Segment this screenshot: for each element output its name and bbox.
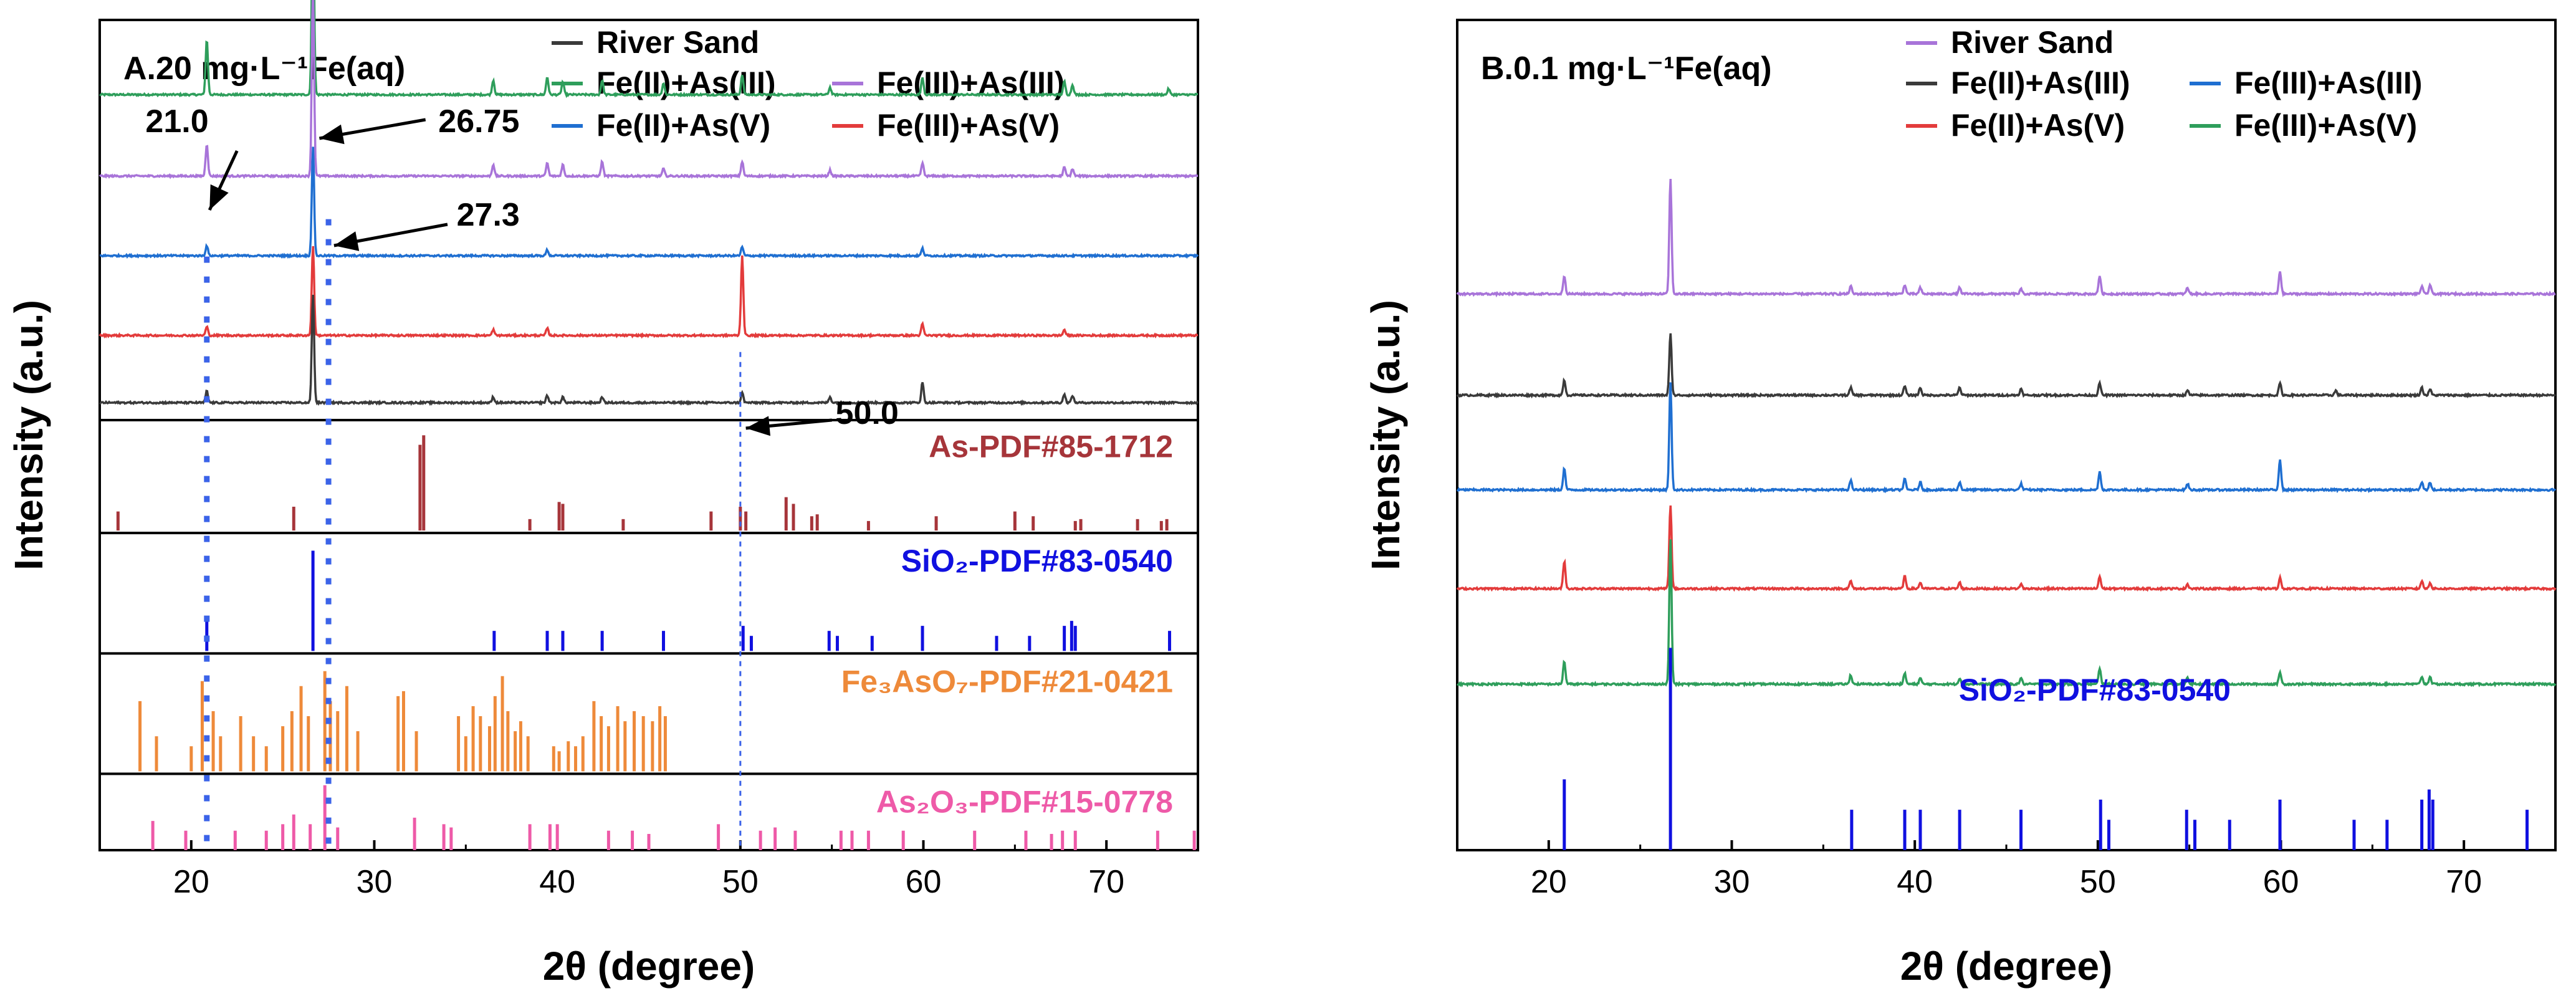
panel-a: 20 30 40 50 60 70 2θ (degree) Intensity (a.u.) A… xyxy=(6,0,1199,989)
peak-annotation: 26.75 xyxy=(438,103,519,140)
panel-title: B.0.1 mg·L⁻¹Fe(aq) xyxy=(1481,50,1772,87)
panel-b: 20 30 40 50 60 70 2θ (degree) Intensity (a.u.) B… xyxy=(1363,19,2557,989)
series-line xyxy=(1456,505,2557,592)
reference-label: SiO₂-PDF#83-0540 xyxy=(1959,673,2231,707)
peak-annotation: 27.3 xyxy=(457,197,520,233)
y-axis-title: Intensity (a.u.) xyxy=(6,300,51,570)
x-tick-label: 50 xyxy=(722,864,759,900)
legend-entry: Fe(II)+As(III) xyxy=(1951,65,2130,100)
plot-frame xyxy=(1456,19,2557,851)
x-tick-label: 20 xyxy=(1531,864,1567,900)
reference-label: SiO₂-PDF#83-0540 xyxy=(901,544,1173,578)
legend-entry: River Sand xyxy=(596,25,759,60)
reference-label: Fe₃AsO₇-PDF#21-0421 xyxy=(841,664,1173,699)
y-axis-title: Intensity (a.u.) xyxy=(1363,300,1408,570)
panel-title: A.20 mg·L⁻¹Fe(aq) xyxy=(123,50,405,87)
legend-entry: Fe(III)+As(V) xyxy=(877,108,1060,143)
x-tick-label: 60 xyxy=(906,864,942,900)
series-line xyxy=(1456,179,2556,298)
x-axis-title: 2θ (degree) xyxy=(1900,944,2112,989)
annotation-arrow-head xyxy=(745,416,770,436)
x-tick-label: 20 xyxy=(173,864,209,900)
x-tick-label: 70 xyxy=(1088,864,1124,900)
annotation-arrow-head xyxy=(333,231,360,251)
series-line xyxy=(1456,382,2557,494)
annotation-arrow-head xyxy=(209,184,229,210)
x-tick-label: 70 xyxy=(2446,864,2482,900)
reference-label: As₂O₃-PDF#15-0778 xyxy=(876,784,1173,819)
series-line xyxy=(98,246,1199,339)
peak-annotation: 21.0 xyxy=(145,103,208,140)
x-tick-label: 30 xyxy=(357,864,393,900)
legend-entry: Fe(II)+As(V) xyxy=(1951,108,2125,143)
legend-entry: River Sand xyxy=(1951,25,2114,60)
legend-entry: Fe(III)+As(III) xyxy=(2234,65,2422,100)
series-line xyxy=(98,0,1199,180)
x-tick-label: 60 xyxy=(2263,864,2299,900)
annotation-arrow-head xyxy=(319,124,345,145)
x-axis-title: 2θ (degree) xyxy=(543,944,755,989)
series-line xyxy=(98,0,1198,98)
peak-annotation: 50.0 xyxy=(836,395,899,431)
series-line xyxy=(1456,333,2557,399)
x-tick-label: 40 xyxy=(539,864,575,900)
series-line xyxy=(99,146,1199,259)
legend-entry: Fe(II)+As(V) xyxy=(596,108,770,143)
x-tick-label: 40 xyxy=(1897,864,1933,900)
x-tick-label: 30 xyxy=(1714,864,1750,900)
x-tick-label: 50 xyxy=(2080,864,2116,900)
series-line xyxy=(1457,539,2557,688)
legend-entry: Fe(III)+As(V) xyxy=(2234,108,2417,143)
series-line xyxy=(99,294,1199,406)
reference-label: As-PDF#85-1712 xyxy=(929,429,1173,464)
